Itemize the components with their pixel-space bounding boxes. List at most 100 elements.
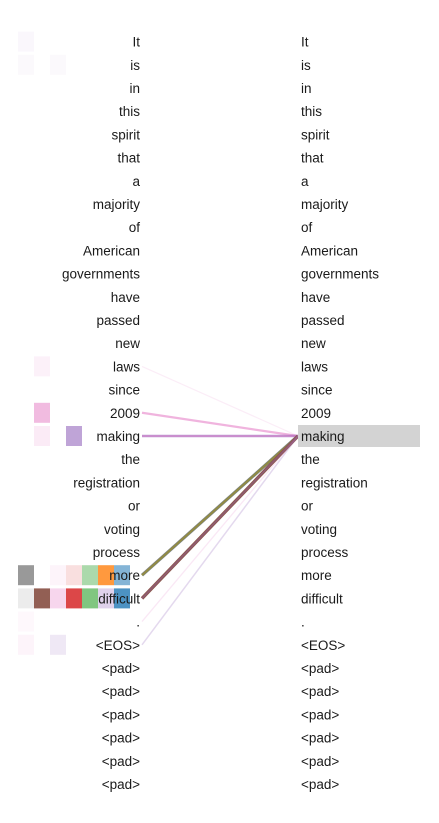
attention-line <box>141 365 299 437</box>
left-token[interactable]: <pad> <box>102 684 140 699</box>
attention-cell <box>82 565 98 586</box>
left-token[interactable]: spirit <box>111 127 140 142</box>
right-token[interactable]: making <box>301 429 345 444</box>
right-token[interactable]: <pad> <box>301 754 339 769</box>
left-token[interactable]: <pad> <box>102 661 140 676</box>
right-token[interactable]: <EOS> <box>301 638 345 653</box>
attention-cell <box>18 31 34 52</box>
left-token[interactable]: new <box>115 336 140 351</box>
left-token[interactable]: <pad> <box>102 707 140 722</box>
attention-line <box>141 435 299 576</box>
left-token[interactable]: laws <box>113 359 140 374</box>
left-token[interactable]: of <box>129 220 141 235</box>
right-token[interactable]: <pad> <box>301 684 339 699</box>
left-token[interactable]: <pad> <box>102 754 140 769</box>
left-token[interactable]: process <box>93 545 141 560</box>
right-token[interactable]: this <box>301 104 322 119</box>
right-token[interactable]: a <box>301 174 309 189</box>
right-token[interactable]: voting <box>301 522 337 537</box>
attention-line <box>140 434 300 600</box>
attention-cell <box>34 402 50 423</box>
attention-cell <box>34 588 50 609</box>
attention-heatmap <box>18 31 130 655</box>
right-token[interactable]: <pad> <box>301 661 339 676</box>
right-token[interactable]: <pad> <box>301 731 339 746</box>
left-token[interactable]: in <box>129 81 140 96</box>
left-token[interactable]: <pad> <box>102 777 140 792</box>
attention-line <box>141 411 299 438</box>
left-token[interactable]: registration <box>73 475 140 490</box>
attention-line <box>141 435 299 646</box>
left-token[interactable]: difficult <box>98 591 140 606</box>
right-token[interactable]: is <box>301 58 311 73</box>
right-token[interactable]: have <box>301 290 330 305</box>
left-token[interactable]: American <box>83 243 140 258</box>
attention-cell <box>66 588 82 609</box>
attention-cell <box>98 588 114 609</box>
left-token[interactable]: this <box>119 104 140 119</box>
right-token[interactable]: in <box>301 81 312 96</box>
attention-cell <box>114 565 130 586</box>
left-token[interactable]: a <box>132 174 140 189</box>
right-token[interactable]: . <box>301 615 305 630</box>
left-token[interactable]: governments <box>62 267 140 282</box>
attention-line <box>140 434 300 577</box>
right-token[interactable]: spirit <box>301 127 330 142</box>
right-token[interactable]: registration <box>301 475 368 490</box>
attention-lines <box>140 365 300 646</box>
attention-cell <box>98 565 114 586</box>
left-token[interactable]: voting <box>104 522 140 537</box>
left-token[interactable]: . <box>136 615 140 630</box>
right-token[interactable]: process <box>301 545 349 560</box>
left-token[interactable]: passed <box>96 313 140 328</box>
right-token[interactable]: governments <box>301 267 379 282</box>
right-token[interactable]: since <box>301 383 333 398</box>
right-token[interactable]: new <box>301 336 326 351</box>
right-token[interactable]: 2009 <box>301 406 331 421</box>
right-token[interactable]: or <box>301 499 314 514</box>
attention-cell <box>18 634 34 655</box>
selected-token-highlight <box>298 425 420 447</box>
left-token[interactable]: <pad> <box>102 731 140 746</box>
left-token-column: It is in this spirit that a majority of American g… <box>62 35 141 792</box>
left-token[interactable]: that <box>117 151 140 166</box>
right-token[interactable]: passed <box>301 313 345 328</box>
left-token[interactable]: or <box>128 499 141 514</box>
attention-line <box>141 435 299 576</box>
right-token[interactable]: American <box>301 243 358 258</box>
left-token[interactable]: since <box>108 383 140 398</box>
attention-cell <box>18 611 34 632</box>
right-token[interactable]: more <box>301 568 332 583</box>
right-token[interactable]: It <box>301 35 309 50</box>
right-token[interactable]: difficult <box>301 591 343 606</box>
right-token[interactable]: <pad> <box>301 707 339 722</box>
attention-cell <box>34 426 50 446</box>
left-token[interactable]: <EOS> <box>96 638 140 653</box>
left-token[interactable]: majority <box>93 197 141 212</box>
right-token-column: It is in this spirit that a majority of American g… <box>301 35 379 792</box>
attention-cell <box>18 565 34 586</box>
right-token[interactable]: majority <box>301 197 349 212</box>
right-token[interactable]: of <box>301 220 313 235</box>
attention-line <box>141 435 299 600</box>
left-token[interactable]: the <box>121 452 140 467</box>
attention-cell <box>50 54 66 75</box>
left-token[interactable]: making <box>96 429 140 444</box>
attention-line <box>141 435 299 623</box>
left-token[interactable]: more <box>109 568 140 583</box>
left-token[interactable]: 2009 <box>110 406 140 421</box>
right-token[interactable]: laws <box>301 359 328 374</box>
attention-cell <box>82 588 98 609</box>
right-token[interactable]: that <box>301 151 324 166</box>
left-token[interactable]: It <box>132 35 140 50</box>
left-token[interactable]: is <box>130 58 140 73</box>
left-token[interactable]: have <box>111 290 140 305</box>
attention-cell <box>66 426 82 446</box>
right-token[interactable]: <pad> <box>301 777 339 792</box>
attention-cell <box>114 588 130 609</box>
attention-cell <box>18 588 34 609</box>
attention-cell <box>34 356 50 377</box>
right-token[interactable]: the <box>301 452 320 467</box>
attention-cell <box>50 588 66 609</box>
